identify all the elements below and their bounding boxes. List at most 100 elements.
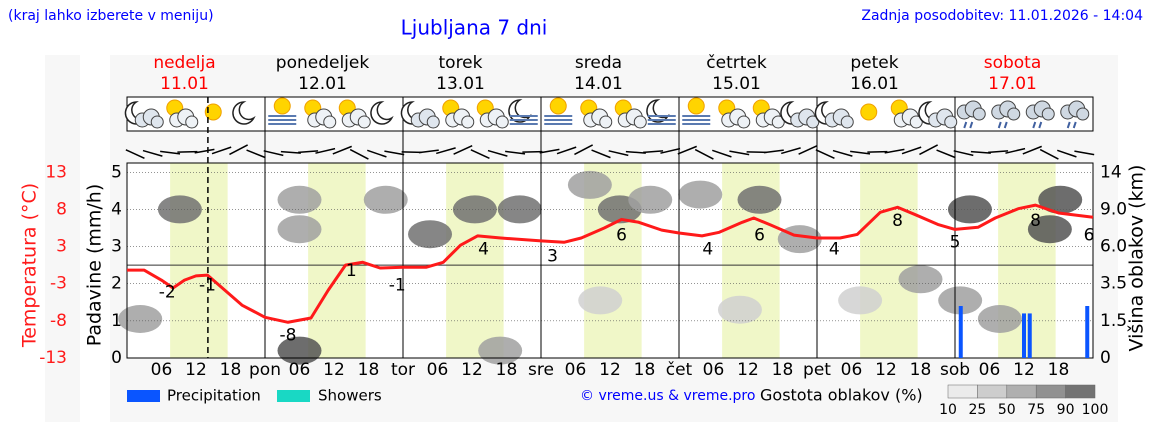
wind-barb	[556, 146, 577, 155]
day-name: četrtek	[706, 53, 767, 73]
wind-barb	[1022, 145, 1042, 155]
temperature-tick-label: -13	[39, 348, 67, 368]
cloud-patch	[277, 215, 322, 244]
temperature-label: 6	[754, 225, 765, 245]
wind-barb	[660, 147, 681, 154]
wind-barb	[643, 150, 664, 154]
sun-icon	[204, 103, 222, 121]
wind-barb	[953, 150, 974, 157]
wind-barb	[401, 151, 422, 154]
wind-barb	[229, 144, 248, 156]
y2-tick-label: 14	[1100, 162, 1122, 182]
cloud-patch	[578, 286, 623, 315]
x-tick-label: pet	[803, 360, 831, 380]
wind-barb	[988, 150, 1009, 154]
wind-barb	[125, 149, 145, 160]
wind-barb	[436, 147, 456, 155]
y2-tick-label: 1.5	[1100, 311, 1127, 331]
daylight-band	[446, 163, 504, 358]
wind-barb	[884, 148, 905, 154]
temperature-tick-label: -3	[50, 274, 67, 294]
cloud-icon	[1041, 107, 1055, 121]
wind-barb	[384, 150, 405, 156]
cloud-icon	[840, 115, 854, 129]
wind-barb	[591, 149, 611, 159]
rain-icon	[1032, 121, 1043, 129]
cloud-icon	[599, 115, 613, 129]
rain-icon	[997, 121, 1008, 129]
day-date: 15.01	[712, 74, 761, 94]
wind-barb	[349, 148, 369, 160]
wind-barb	[677, 145, 697, 155]
wind-barb	[505, 150, 526, 155]
wind-barb	[315, 147, 336, 154]
y-axis-label: Padavine (mm/h)	[84, 184, 106, 347]
temperature-tick-label: 3	[56, 237, 67, 257]
day-name: torek	[439, 53, 483, 73]
wind-barb	[1057, 149, 1077, 158]
x-tick-label: 12	[599, 360, 621, 380]
day-name: ponedeljek	[276, 53, 370, 73]
wind-barb	[453, 144, 473, 155]
cloud-patch	[737, 185, 782, 214]
wind-barb	[574, 144, 593, 156]
wind-barb	[263, 150, 284, 157]
x-tick-label: 18	[634, 360, 656, 380]
sun-icon	[273, 97, 291, 115]
wind-barb	[194, 148, 215, 154]
sun-icon	[860, 103, 878, 121]
cloud-patch	[118, 305, 163, 333]
legend-swatch	[277, 390, 310, 402]
legend-label: Showers	[318, 387, 382, 405]
precipitation-bar	[1022, 313, 1026, 358]
y-tick-label: 0	[111, 348, 122, 368]
cloud-icon	[323, 115, 337, 129]
wind-barb	[867, 150, 888, 153]
wind-barb	[298, 150, 319, 154]
x-tick-label: 06	[427, 360, 449, 380]
moon-icon	[370, 101, 394, 125]
density-swatch	[977, 384, 1008, 399]
daylight-band	[170, 163, 228, 358]
y-tick-label: 5	[111, 162, 122, 182]
cloud-patch	[898, 265, 943, 294]
day-date: 14.01	[574, 74, 623, 94]
wind-barb	[781, 147, 801, 155]
x-tick-label: 18	[1048, 360, 1070, 380]
x-tick-label: 06	[289, 360, 311, 380]
wind-barb	[470, 149, 490, 160]
wind-barb	[901, 146, 922, 155]
y2-axis-label: Višina oblakov (km)	[1126, 165, 1148, 352]
density-swatch	[1035, 384, 1066, 399]
left-panel	[45, 55, 80, 422]
temperature-label: 6	[616, 225, 627, 245]
x-tick-label: 06	[565, 360, 587, 380]
cloud-icon	[972, 107, 986, 121]
x-tick-label: sob	[940, 360, 970, 380]
wind-barb	[694, 148, 714, 160]
wind-barb	[142, 149, 163, 157]
y-tick-label: 1	[111, 311, 122, 331]
precipitation-bar	[1027, 313, 1032, 358]
cloud-patch	[277, 185, 322, 214]
day-name: sreda	[575, 53, 622, 73]
temperature-line	[127, 203, 1094, 324]
y2-tick-label: 6.0	[1100, 237, 1127, 257]
cloud-patch	[1038, 185, 1083, 214]
cloud-icon	[357, 115, 371, 129]
x-tick-label: 06	[703, 360, 725, 380]
wind-barb	[919, 144, 938, 156]
temperature-label: 6	[1084, 225, 1095, 245]
temperature-label: 3	[547, 247, 558, 267]
x-tick-label: tor	[391, 360, 415, 380]
wind-barb	[211, 146, 232, 155]
wind-barb	[763, 149, 784, 154]
day-date: 13.01	[436, 74, 485, 94]
cloud-icon	[150, 115, 164, 129]
day-name: petek	[850, 53, 898, 73]
wind-barb	[832, 149, 853, 157]
rain-icon	[963, 121, 974, 129]
cloud-icon	[944, 115, 958, 129]
wind-barb	[815, 149, 835, 160]
wind-barb	[539, 148, 560, 154]
